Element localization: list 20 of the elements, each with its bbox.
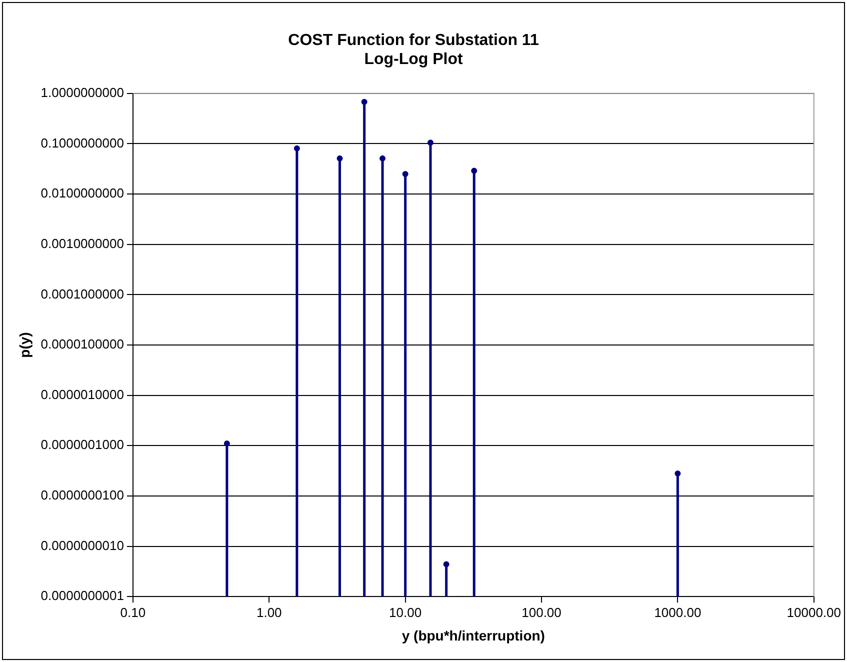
y-tick-label: 1.0000000000 <box>40 84 124 100</box>
y-tick-label: 0.0100000000 <box>40 186 124 201</box>
x-tick-label: 100.00 <box>522 604 562 620</box>
y-tick-label: 0.0000000001 <box>40 588 124 604</box>
y-axis-title: p(y) <box>16 332 32 358</box>
y-tick-label: 0.0001000000 <box>40 286 124 302</box>
x-tick-label: 10000.00 <box>786 604 842 620</box>
x-tick-label: 1.00 <box>256 604 282 620</box>
x-tick-label: 0.10 <box>120 604 146 620</box>
y-tick-label: 0.0000001000 <box>40 437 124 452</box>
x-tick-label: 10.00 <box>389 604 422 620</box>
y-tick-label: 0.0000000010 <box>40 538 124 553</box>
y-tick-label: 0.0000000100 <box>40 488 124 503</box>
y-tick-label: 0.0000010000 <box>40 386 124 402</box>
chart-title: COST Function for Substation 11 Log-Log Plot <box>288 32 539 68</box>
y-tick-label: 0.1000000000 <box>40 135 124 150</box>
y-tick-label: 0.0000100000 <box>40 336 124 352</box>
y-tick-label: 0.0010000000 <box>40 236 124 251</box>
x-axis-title: y (bpu*h/interruption) <box>402 627 545 644</box>
x-tick-label: 1000.00 <box>654 604 702 620</box>
